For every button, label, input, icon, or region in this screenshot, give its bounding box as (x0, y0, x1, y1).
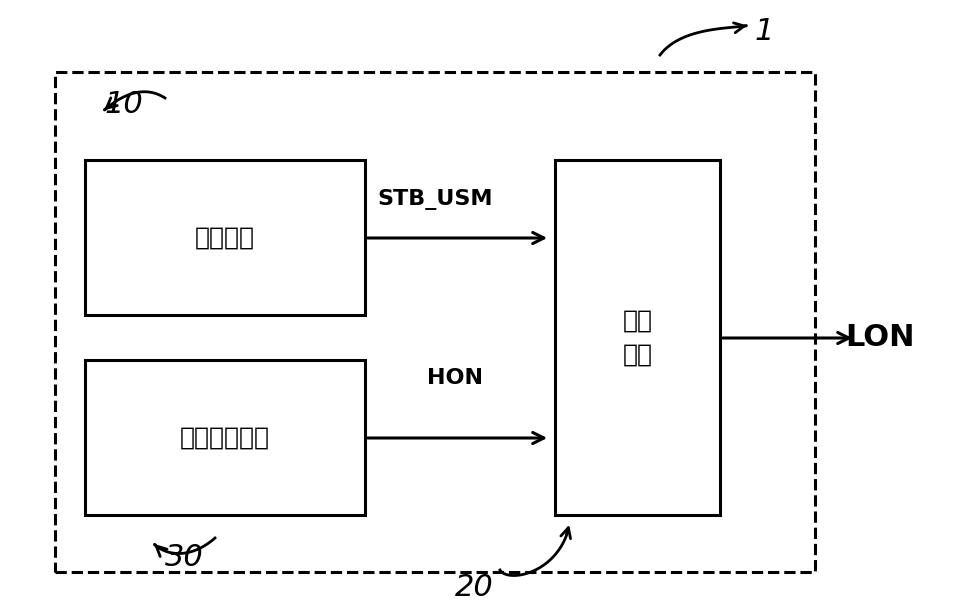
Text: STB_USM: STB_USM (378, 189, 492, 210)
Text: 10: 10 (105, 90, 143, 120)
Text: 20: 20 (455, 573, 493, 603)
Text: 1: 1 (755, 18, 774, 46)
Bar (555, 160, 720, 515)
Text: HON: HON (427, 368, 483, 388)
Text: 降噪模块: 降噪模块 (195, 226, 255, 249)
Text: 逻辑
模块: 逻辑 模块 (622, 309, 653, 366)
Bar (85, 360, 365, 515)
Text: 30: 30 (165, 544, 204, 573)
Text: 反馈控制环路: 反馈控制环路 (180, 426, 270, 450)
Bar (55, 72, 815, 572)
Text: LON: LON (845, 323, 915, 353)
Bar (85, 160, 365, 315)
